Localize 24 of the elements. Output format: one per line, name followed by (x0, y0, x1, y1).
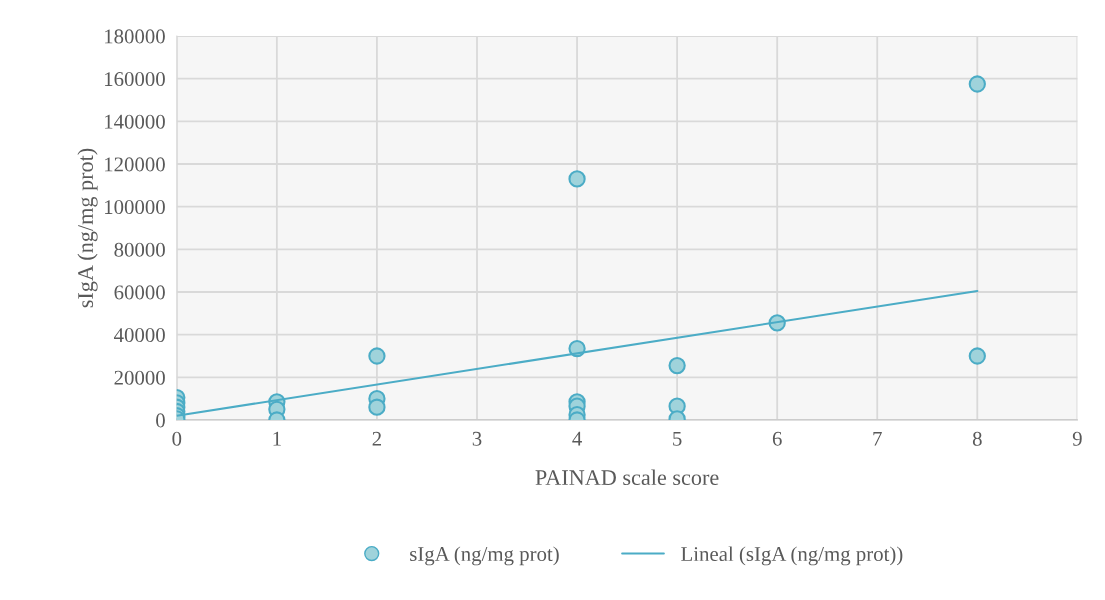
y-tick-label: 60000 (114, 285, 165, 300)
y-tick-label: 20000 (114, 370, 165, 385)
x-axis-title: PAINAD scale score (535, 469, 719, 486)
legend-label: Lineal (sIgA (ng/mg prot)) (681, 546, 903, 566)
x-tick-label: 0 (172, 431, 182, 446)
y-tick-label: 40000 (114, 328, 165, 343)
x-tick-label: 1 (273, 431, 281, 446)
x-tick-label: 7 (873, 431, 882, 446)
x-tick-label: 3 (472, 431, 482, 446)
x-tick-label: 5 (673, 431, 682, 446)
legend-label: sIgA (ng/mg prot) (410, 546, 559, 566)
y-tick-label: 120000 (105, 157, 165, 172)
y-tick-label: 160000 (105, 72, 165, 87)
y-tick-label: 0 (156, 413, 165, 428)
x-tick-label: 9 (1072, 431, 1082, 446)
x-tick-label: 6 (772, 431, 782, 446)
y-tick-label: 100000 (105, 200, 165, 215)
x-tick-label: 2 (372, 431, 381, 446)
x-tick-label: 4 (572, 431, 582, 446)
y-axis-title: sIgA (ng/mg prot) (77, 148, 98, 308)
y-tick-label: 80000 (114, 242, 165, 257)
y-tick-label: 140000 (105, 114, 165, 129)
y-tick-label: 180000 (105, 29, 165, 44)
x-tick-label: 8 (972, 431, 982, 446)
